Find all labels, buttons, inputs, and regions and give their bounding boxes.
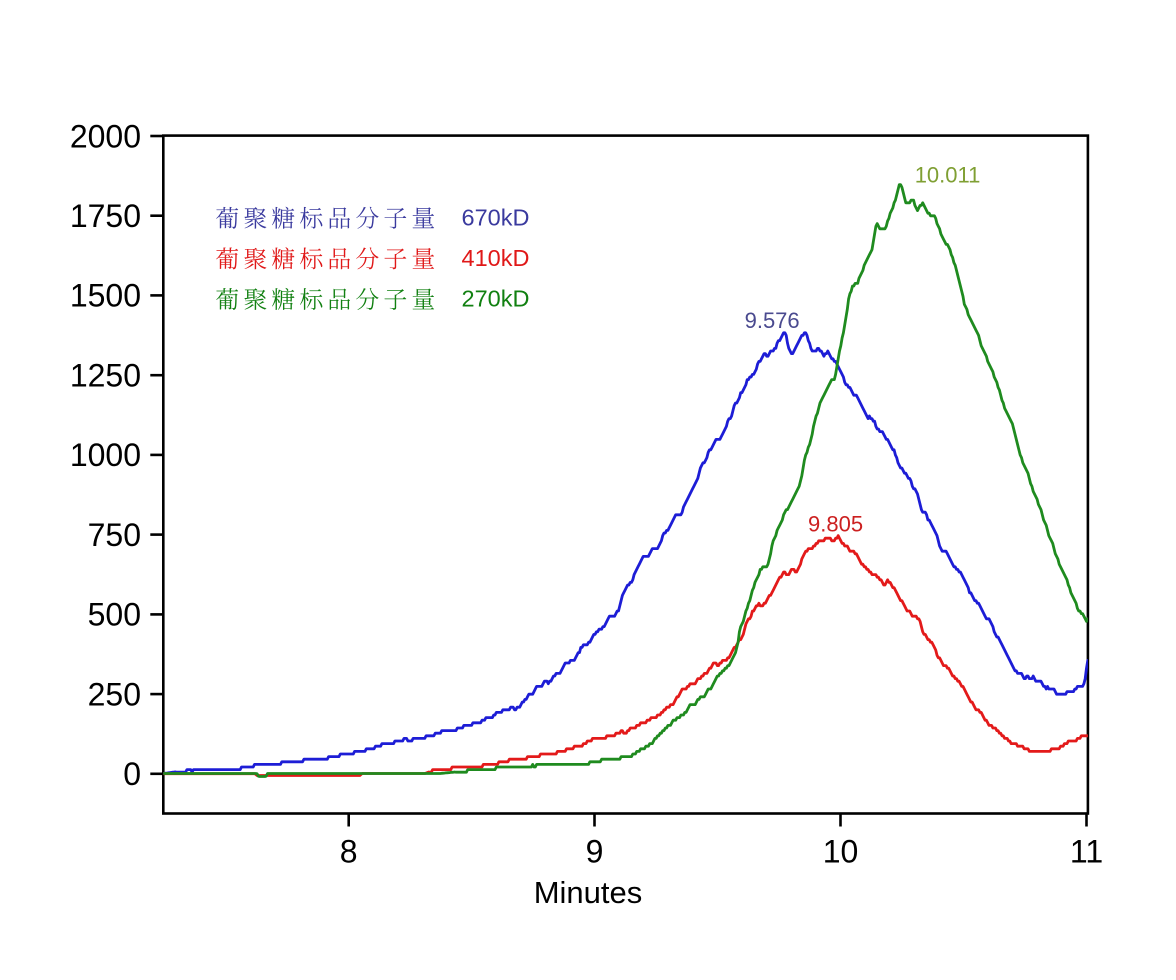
svg-text:9: 9 bbox=[586, 833, 604, 869]
svg-text:670kD: 670kD bbox=[462, 205, 530, 231]
svg-text:1250: 1250 bbox=[70, 358, 141, 394]
svg-text:500: 500 bbox=[88, 597, 141, 633]
svg-text:11: 11 bbox=[1070, 833, 1103, 869]
svg-text:750: 750 bbox=[88, 517, 141, 553]
svg-text:250: 250 bbox=[88, 676, 141, 712]
svg-text:1750: 1750 bbox=[70, 198, 141, 234]
svg-text:1500: 1500 bbox=[70, 278, 141, 314]
svg-text:1000: 1000 bbox=[70, 437, 141, 473]
svg-text:410kD: 410kD bbox=[462, 245, 530, 271]
svg-text:2000: 2000 bbox=[70, 118, 141, 154]
svg-text:8: 8 bbox=[340, 833, 358, 869]
svg-text:Minutes: Minutes bbox=[534, 875, 643, 910]
svg-text:10.011: 10.011 bbox=[915, 163, 981, 188]
svg-text:0: 0 bbox=[123, 756, 141, 792]
svg-text:9.576: 9.576 bbox=[745, 308, 800, 333]
svg-text:270kD: 270kD bbox=[462, 286, 530, 312]
svg-text:9.805: 9.805 bbox=[808, 512, 863, 537]
svg-text:10: 10 bbox=[823, 833, 859, 869]
